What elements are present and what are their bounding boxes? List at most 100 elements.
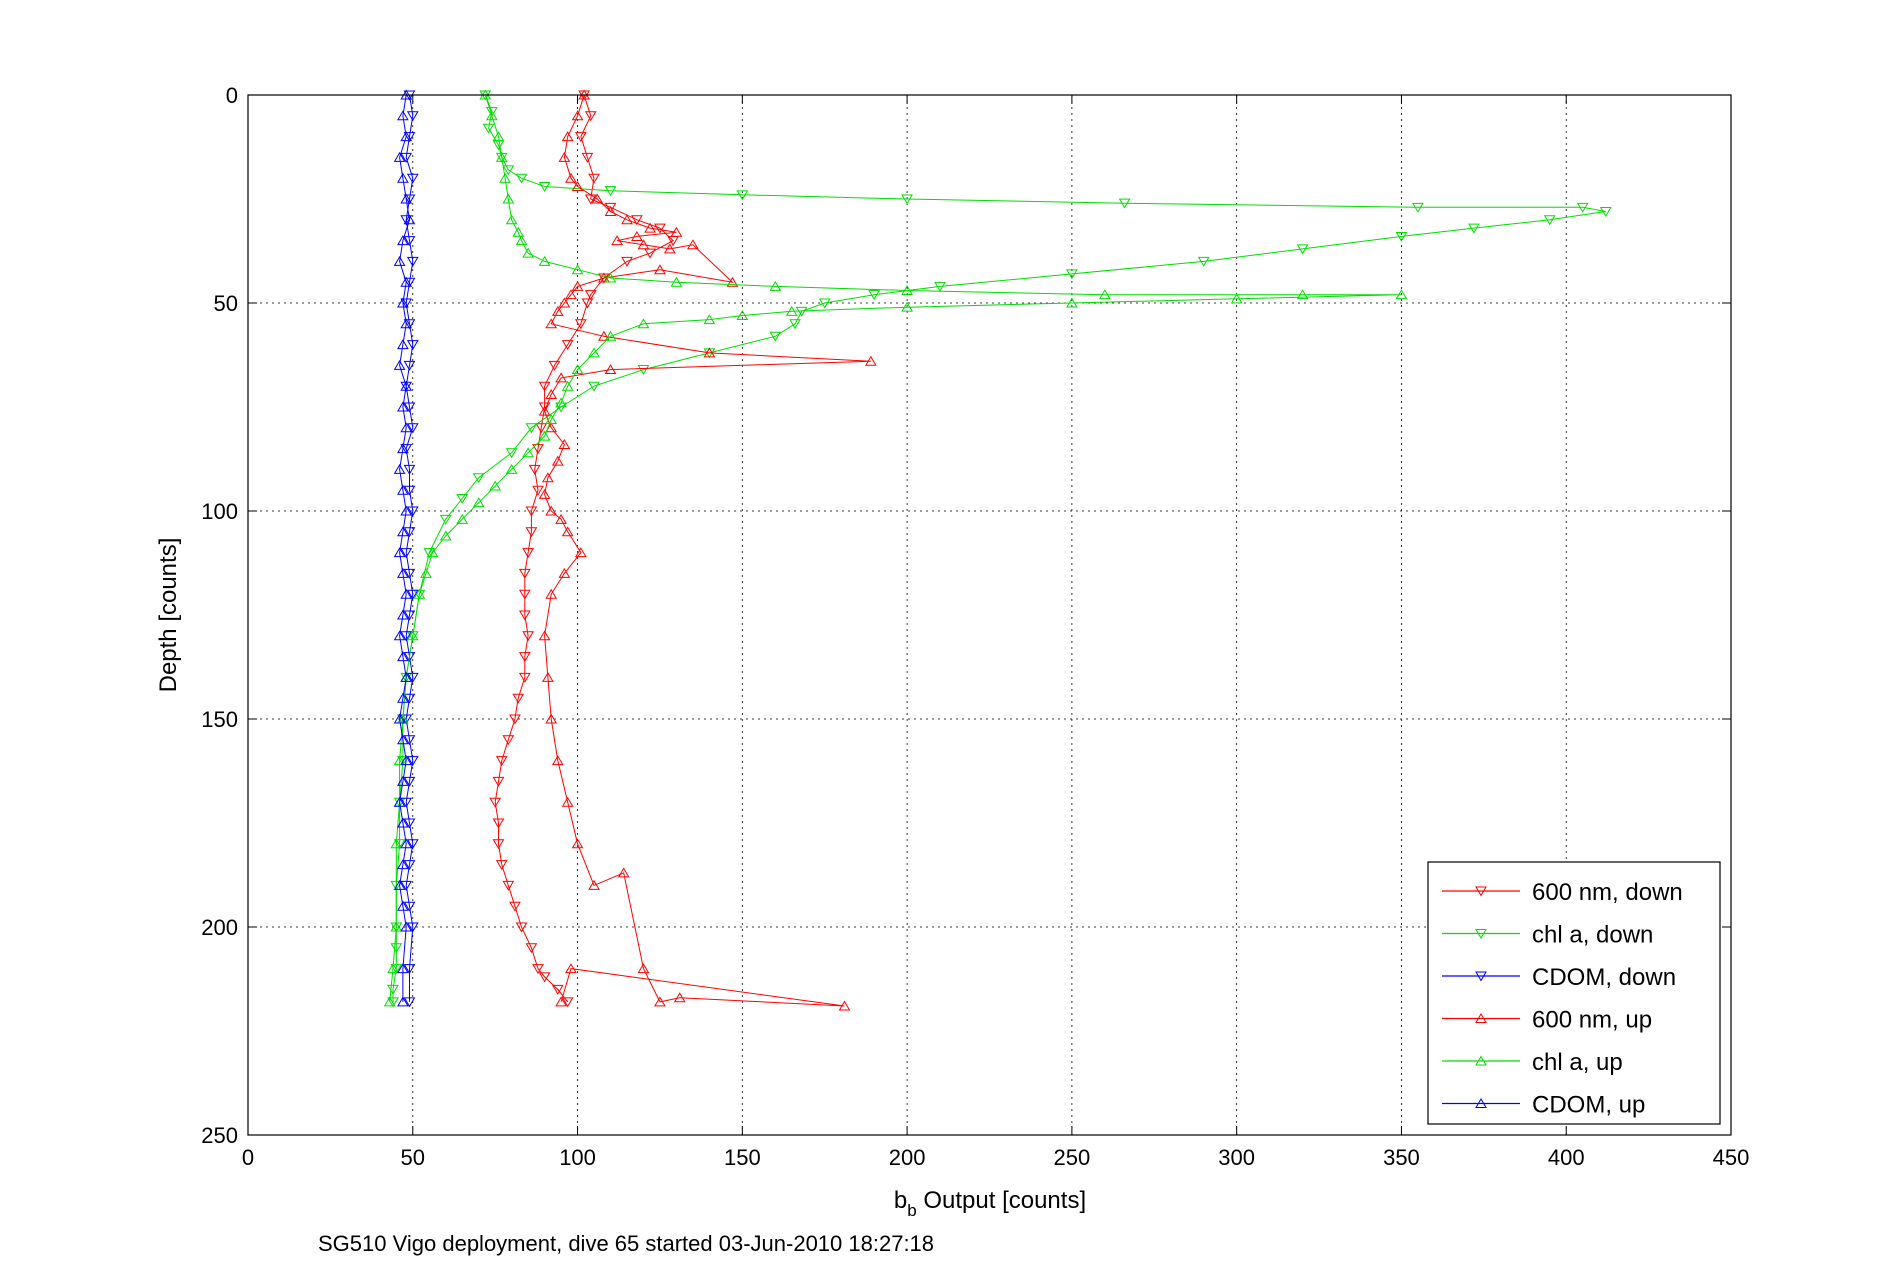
- data-point: [406, 589, 419, 600]
- data-point: [495, 860, 508, 871]
- legend-marker: [1475, 1098, 1487, 1108]
- data-point: [644, 248, 656, 259]
- data-point: [400, 631, 413, 642]
- data-point: [495, 756, 508, 767]
- data-point: [604, 205, 617, 216]
- data-point: [538, 972, 551, 983]
- data-point: [390, 838, 403, 849]
- x-axis-label: bb Output [counts]: [894, 1187, 1086, 1220]
- data-point: [406, 630, 419, 641]
- data-point: [400, 380, 413, 391]
- data-point: [406, 340, 419, 351]
- data-point: [495, 151, 508, 162]
- data-point: [492, 818, 505, 829]
- data-point: [522, 247, 534, 258]
- data-point: [555, 397, 567, 408]
- data-point: [406, 922, 419, 933]
- data-point: [400, 671, 413, 682]
- data-point: [499, 172, 511, 183]
- legend-entry: 600 nm, up: [1442, 1007, 1652, 1034]
- data-point: [571, 838, 584, 849]
- legend-label: 600 nm, up: [1532, 1007, 1652, 1034]
- data-point: [789, 319, 801, 330]
- data-point: [1296, 244, 1309, 255]
- data-point: [400, 422, 413, 433]
- data-point: [502, 880, 515, 891]
- data-point: [584, 290, 597, 301]
- data-point: [604, 330, 617, 341]
- series-line-cdom-up: [399, 94, 411, 1002]
- data-point: [545, 422, 558, 433]
- data-point: [390, 964, 403, 975]
- data-point: [769, 280, 782, 291]
- data-point: [397, 235, 409, 246]
- data-point: [403, 402, 416, 413]
- legend-marker: [1475, 1055, 1487, 1066]
- data-point: [1599, 206, 1612, 217]
- data-point: [687, 239, 699, 250]
- data-point: [393, 255, 406, 266]
- data-point: [400, 193, 413, 204]
- data-point: [406, 672, 419, 683]
- data-point: [397, 609, 409, 620]
- data-point: [542, 472, 554, 483]
- data-point: [663, 243, 676, 254]
- data-point: [515, 922, 528, 933]
- x-tick-label: 450: [1713, 1145, 1750, 1170]
- data-point: [1412, 202, 1424, 213]
- data-point: [621, 214, 633, 225]
- data-point: [571, 280, 584, 291]
- data-point: [393, 839, 406, 850]
- data-point: [482, 123, 495, 134]
- data-point: [502, 165, 515, 176]
- x-tick-label: 150: [724, 1145, 761, 1170]
- data-point: [492, 776, 505, 787]
- data-point: [522, 631, 534, 642]
- data-point: [403, 860, 416, 871]
- data-point: [509, 901, 521, 912]
- data-point: [864, 355, 877, 366]
- legend-marker: [1475, 929, 1487, 939]
- data-point: [406, 173, 419, 184]
- data-point: [670, 276, 683, 287]
- x-tick-label: 400: [1548, 1145, 1585, 1170]
- data-point: [403, 485, 416, 496]
- data-point: [1066, 269, 1078, 280]
- legend-label: chl a, up: [1532, 1049, 1623, 1076]
- series-line-cdom-down: [405, 94, 414, 1002]
- data-point: [561, 526, 574, 537]
- data-point: [403, 610, 416, 621]
- data-point: [485, 107, 498, 118]
- data-point: [637, 963, 650, 974]
- data-point: [868, 290, 881, 301]
- data-point: [617, 867, 630, 878]
- data-point: [518, 652, 531, 663]
- data-point: [456, 494, 469, 505]
- data-point: [403, 194, 416, 205]
- legend-entry: CDOM, up: [1442, 1092, 1645, 1119]
- data-point: [565, 963, 577, 974]
- data-point: [555, 372, 567, 383]
- data-point: [555, 996, 567, 1007]
- data-point: [400, 921, 413, 932]
- data-point: [393, 879, 406, 890]
- y-tick-label: 200: [201, 915, 238, 940]
- data-point: [795, 306, 808, 317]
- data-point: [518, 589, 531, 600]
- data-point: [588, 879, 600, 890]
- data-point: [588, 173, 600, 184]
- data-point: [400, 714, 413, 725]
- data-point: [383, 996, 396, 1007]
- data-point: [489, 797, 502, 808]
- data-point: [403, 693, 416, 704]
- data-point: [400, 797, 413, 808]
- data-point: [1576, 202, 1589, 213]
- data-point: [400, 838, 413, 849]
- data-point: [588, 347, 600, 358]
- legend-marker: [1475, 1013, 1487, 1023]
- data-point: [400, 318, 413, 329]
- series-cdom-down: [400, 90, 419, 1008]
- data-point: [525, 943, 538, 954]
- data-point: [604, 272, 617, 283]
- data-point: [400, 505, 413, 516]
